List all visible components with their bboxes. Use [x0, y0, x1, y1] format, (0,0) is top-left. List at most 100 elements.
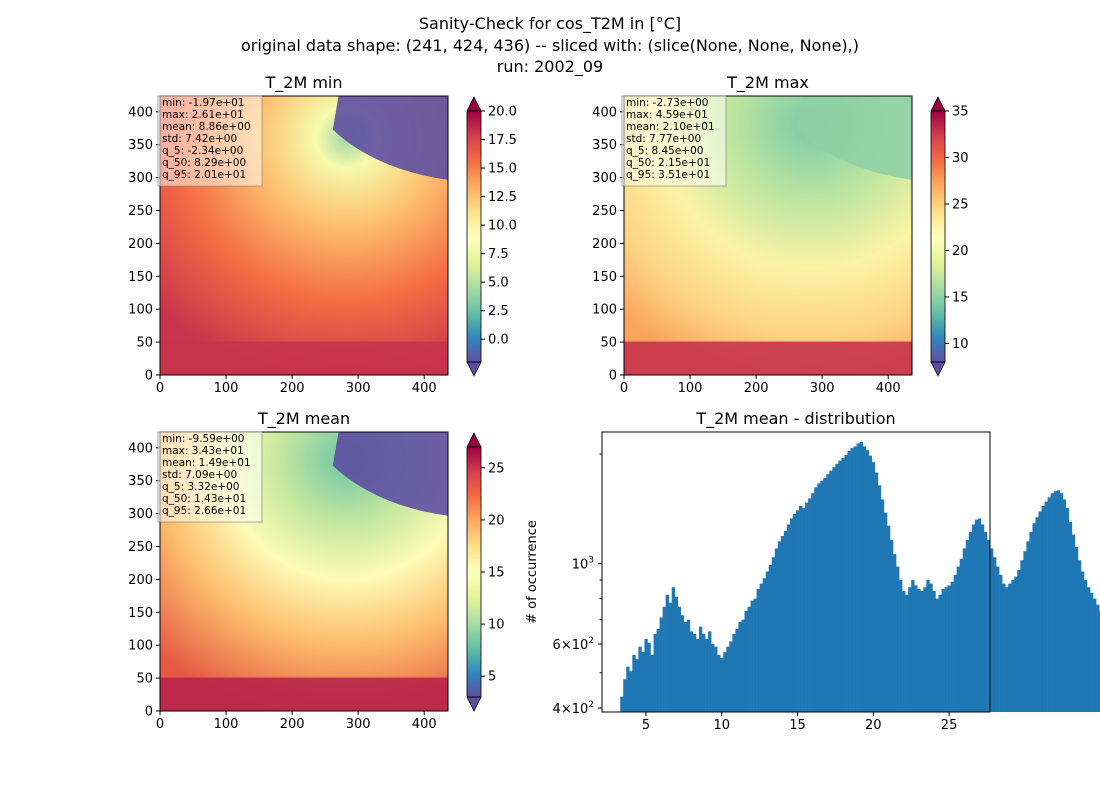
colorbar-tick-label: 0.0	[488, 333, 509, 348]
histogram-bar	[665, 594, 669, 712]
y-tick-label: 50	[600, 336, 617, 351]
histogram-bar	[656, 628, 660, 712]
histogram-bar	[768, 565, 773, 712]
histogram-bar	[799, 505, 803, 712]
colorbar-tick-label: 10	[952, 337, 969, 352]
heatmap-north-region	[796, 96, 912, 180]
y-tick-label: 100	[592, 303, 617, 318]
histogram-bar	[865, 450, 870, 712]
histogram-bar	[677, 606, 682, 712]
histogram-bar	[974, 519, 979, 712]
colorbar-gradient	[467, 111, 481, 362]
histogram-bar	[990, 548, 994, 712]
stats-box	[621, 95, 727, 187]
histogram-bar	[783, 530, 788, 712]
figure-title-line-1: Sanity-Check for cos_T2M in [°C]	[418, 14, 682, 33]
x-tick-label: 300	[810, 381, 835, 396]
histogram-bar	[838, 460, 842, 712]
histogram-bar	[692, 633, 697, 712]
histogram-bar	[695, 638, 700, 712]
histogram-bar	[1083, 580, 1088, 712]
colorbar-frame	[466, 110, 482, 363]
histogram-bar	[771, 557, 776, 712]
histogram-bar	[902, 590, 906, 712]
histogram-frame	[601, 431, 991, 713]
x-tick-label: 200	[744, 381, 769, 396]
y-tick-label: 150	[592, 270, 617, 285]
y-tick-label: 200	[592, 237, 617, 252]
histogram-bar	[908, 587, 912, 712]
heatmap-south-region	[624, 341, 912, 375]
histogram-bar	[623, 679, 627, 712]
histogram-bar	[1090, 592, 1094, 712]
figure-title-line-2: original data shape: (241, 424, 436) -- …	[241, 36, 859, 55]
histogram-bar	[641, 652, 645, 712]
heatmap-frame	[159, 431, 449, 712]
colorbar-tick-label: 30	[952, 151, 969, 166]
stats-line: std: 7.09e+00	[162, 469, 237, 481]
histogram-bar	[632, 654, 636, 712]
histogram-bar	[941, 589, 945, 712]
y-tick-label: 400	[592, 105, 617, 120]
stats-line: mean: 2.10e+01	[626, 121, 715, 133]
colorbar-tick-label: 12.5	[488, 190, 517, 205]
histogram-bar	[932, 590, 936, 712]
histogram-bar	[726, 646, 730, 712]
histogram-bar	[1096, 604, 1100, 712]
colorbar: 5 10 15 20 25	[466, 432, 505, 712]
histogram-bar	[896, 566, 900, 712]
histogram-bar	[820, 480, 824, 712]
x-tick-label: 100	[678, 381, 703, 396]
stats-line: q_95: 2.01e+01	[162, 169, 246, 181]
x-tick-label: 400	[412, 381, 437, 396]
histogram-bar	[944, 587, 948, 712]
x-tick-label: 400	[412, 717, 437, 732]
colorbar-tick-label: 25	[488, 461, 505, 476]
heatmap-north-region	[332, 432, 448, 516]
histogram-bar	[832, 467, 836, 712]
histogram-bar	[817, 483, 821, 712]
histogram-bar	[789, 518, 794, 712]
histogram-bar	[953, 574, 957, 712]
histogram-bar	[653, 633, 657, 712]
colorbar-frame	[930, 110, 946, 363]
histogram-bar	[950, 581, 954, 712]
histogram-bar	[899, 580, 903, 712]
histogram-bar	[808, 498, 812, 712]
histogram-bar	[1065, 508, 1070, 712]
histogram-bar	[862, 446, 867, 712]
histogram-bar	[668, 602, 673, 712]
histogram-bar	[814, 487, 818, 712]
colorbar-extend-top	[466, 432, 482, 448]
histogram-bar	[1014, 576, 1018, 712]
colorbar-tick-label: 10	[488, 618, 505, 633]
y-tick-label: 150	[128, 606, 153, 621]
histogram-bar	[968, 532, 973, 712]
colorbar-tick-label: 2.5	[488, 304, 509, 319]
histogram-bar	[917, 589, 921, 712]
histogram-bar	[835, 463, 839, 712]
y-tick-label: 250	[592, 204, 617, 219]
histogram-bar	[659, 617, 663, 712]
histogram-bar	[935, 598, 939, 712]
histogram-bar	[847, 450, 851, 712]
colorbar-tick-label: 20	[488, 513, 505, 528]
histogram-bar	[871, 462, 876, 712]
x-tick-label: 300	[346, 717, 371, 732]
y-tick-label: 200	[128, 237, 153, 252]
histogram-bar	[929, 583, 933, 712]
histogram-bar	[638, 646, 642, 712]
histogram-bar	[765, 571, 770, 712]
stats-line: q_5: -2.34e+00	[162, 145, 243, 157]
histogram-bar	[629, 671, 633, 712]
histogram-bar	[905, 594, 909, 712]
histogram-bar	[926, 580, 930, 712]
stats-line: min: -2.73e+00	[626, 97, 708, 109]
colorbar-tick-label: 15	[488, 566, 505, 581]
histogram-bar	[1053, 491, 1057, 712]
histogram-bar	[1044, 501, 1048, 712]
histogram-bar	[886, 525, 891, 712]
x-tick-label: 300	[346, 381, 371, 396]
histogram-bar	[1080, 571, 1085, 712]
